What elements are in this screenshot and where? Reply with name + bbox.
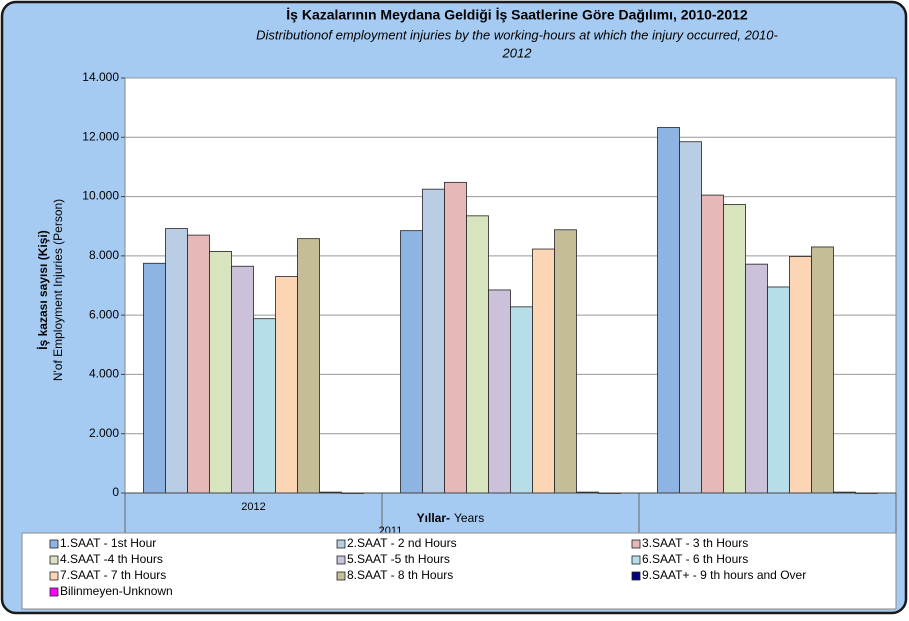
- y-tick-label: 12.000: [82, 129, 119, 143]
- legend-label: 8.SAAT - 8 th Hours: [347, 568, 453, 582]
- bar: [231, 265, 254, 494]
- legend-label: 7.SAAT - 7 th Hours: [60, 568, 166, 582]
- bar: [422, 188, 445, 494]
- bar: [209, 251, 232, 494]
- legend-label: 4.SAAT -4 th Hours: [60, 552, 163, 566]
- bar: [767, 286, 790, 494]
- x-axis-label: Yıllar-: [417, 511, 450, 525]
- bar: [275, 276, 298, 494]
- legend-label: 3.SAAT - 3 th Hours: [642, 536, 748, 550]
- legend-swatch: [336, 539, 346, 549]
- bar: [444, 181, 467, 494]
- legend-swatch: [49, 539, 59, 549]
- bar: [789, 256, 812, 494]
- y-tick-label: 6.000: [89, 307, 119, 321]
- y-tick-label: 14.000: [82, 70, 119, 84]
- bar: [701, 194, 724, 494]
- chart-subtitle: Distributionof employment injuries by th…: [256, 27, 778, 42]
- legend-label: 2.SAAT - 2 nd Hours: [347, 536, 457, 550]
- legend-swatch: [336, 555, 346, 565]
- legend-swatch: [49, 571, 59, 581]
- y-tick-label: 8.000: [89, 248, 119, 262]
- legend-swatch: [631, 555, 641, 565]
- legend-swatch: [49, 555, 59, 565]
- legend-swatch: [49, 587, 59, 597]
- bar: [679, 141, 702, 494]
- bar: [187, 234, 210, 494]
- y-tick-label: 0: [112, 485, 119, 499]
- bar: [811, 246, 834, 494]
- legend-label: 6.SAAT - 6 th Hours: [642, 552, 748, 566]
- bar: [253, 318, 276, 494]
- y-tick-label: 4.000: [89, 367, 119, 381]
- x-tick-label: 2012: [241, 501, 265, 513]
- legend-box: [21, 532, 897, 610]
- bar: [532, 248, 555, 494]
- bar: [143, 262, 166, 494]
- legend-label: Bilinmeyen-Unknown: [60, 584, 173, 598]
- legend-label: 9.SAAT+ - 9 th hours and Over: [642, 568, 806, 582]
- legend-swatch: [631, 539, 641, 549]
- y-tick-label: 10.000: [82, 189, 119, 203]
- x-axis-label: Years: [454, 511, 484, 525]
- bar: [554, 229, 577, 494]
- bar: [510, 306, 533, 494]
- bar: [400, 230, 423, 494]
- bar: [297, 238, 320, 494]
- bar: [657, 127, 680, 494]
- y-tick-label: 2.000: [89, 426, 119, 440]
- bar: [488, 289, 511, 494]
- bar: [723, 204, 746, 494]
- bar: [165, 228, 188, 494]
- chart-title: İş Kazalarının Meydana Geldiği İş Saatle…: [286, 7, 748, 23]
- legend: 1.SAAT - 1st Hour 2.SAAT - 2 nd Hours 3.SA…: [21, 532, 897, 610]
- bar: [745, 263, 768, 494]
- y-axis-label: N'of Employment Injuries (Person): [51, 199, 65, 381]
- chart-subtitle: 2012: [502, 45, 533, 60]
- legend-swatch: [631, 571, 641, 581]
- bar: [466, 215, 489, 494]
- legend-swatch: [336, 571, 346, 581]
- y-axis-label: İş kazası sayısı (Kişi): [35, 230, 50, 349]
- legend-label: 5.SAAT -5 th Hours: [347, 552, 450, 566]
- marks: 0 2.000 4.000 6.000 8.000 10.000 12.000 14.000 2…: [82, 70, 897, 537]
- legend-label: 1.SAAT - 1st Hour: [60, 536, 156, 550]
